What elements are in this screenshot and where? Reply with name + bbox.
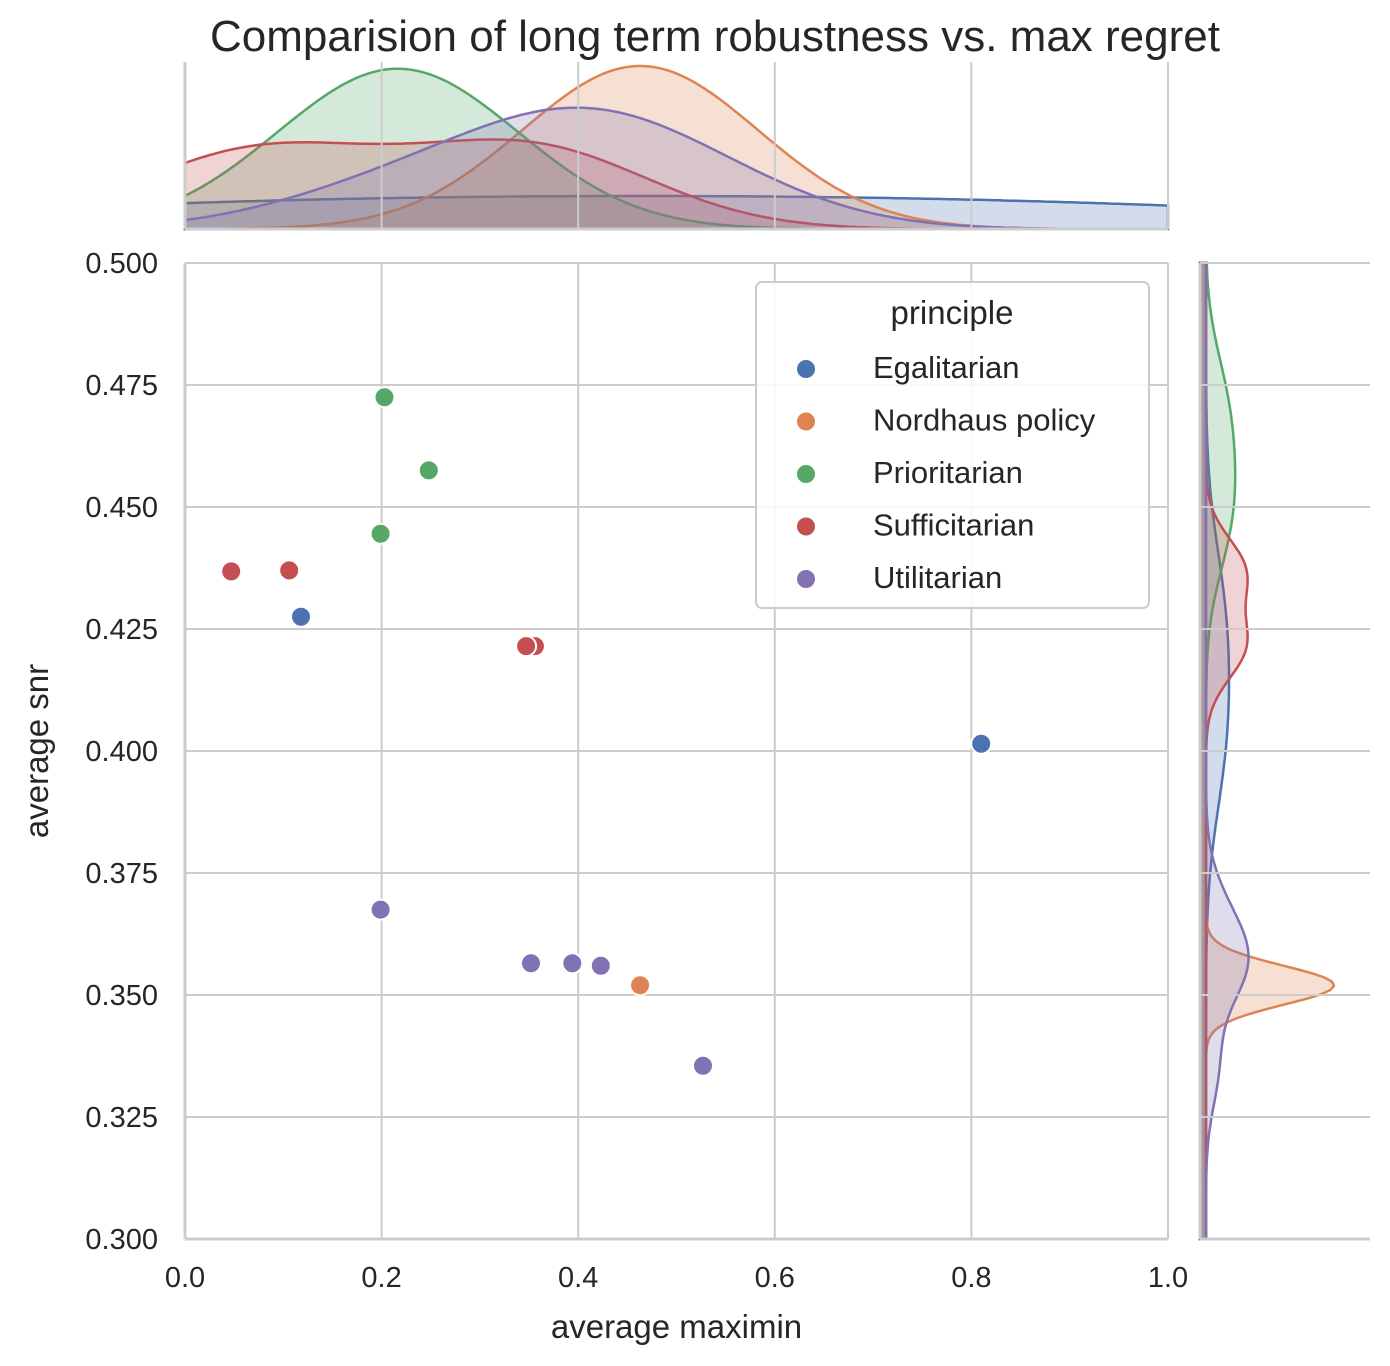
- x-tick-label: 0.4: [558, 1262, 598, 1294]
- point-egalitarian: [290, 605, 312, 628]
- main-axes: [183, 62, 1370, 1241]
- legend-title: principle: [891, 294, 1014, 331]
- main-gridlines: [184, 62, 1370, 1240]
- y-axis-label: average snr: [18, 664, 55, 838]
- point-utilitarian: [520, 952, 542, 975]
- scatter-points: [220, 386, 993, 1077]
- y-tick-label: 0.400: [85, 736, 158, 768]
- x-marginal-kde: [183, 64, 1170, 231]
- legend-box: [755, 281, 1150, 609]
- x-tick-label: 1.0: [1148, 1262, 1188, 1294]
- tick-labels: 0.0 0.2 0.4 0.6 0.8 1.0 0.300 0.325 0.350 0.375 0.…: [85, 248, 1188, 1294]
- legend-label-egalitarian: Egalitarian: [873, 350, 1019, 385]
- y-tick-label: 0.475: [85, 370, 158, 402]
- point-utilitarian: [589, 954, 612, 977]
- chart-title: Comparision of long term robustness vs. …: [210, 12, 1220, 61]
- legend-marker-sufficitarian: [795, 515, 817, 538]
- point-nordhaus-policy: [629, 974, 652, 997]
- legend-marker-egalitarian: [795, 358, 817, 380]
- point-prioritarian: [373, 386, 396, 409]
- legend-label-sufficitarian: Sufficitarian: [873, 508, 1034, 543]
- legend-marker-utilitarian: [795, 568, 817, 590]
- x-tick-label: 0.2: [361, 1262, 401, 1294]
- x-tick-label: 0.6: [755, 1262, 795, 1294]
- x-tick-label: 0.0: [165, 1262, 205, 1294]
- legend-marker-nordhaus-policy: [795, 410, 817, 433]
- point-prioritarian: [369, 522, 392, 545]
- point-utilitarian: [692, 1054, 714, 1077]
- y-tick-label: 0.375: [85, 858, 158, 890]
- point-egalitarian: [970, 732, 993, 755]
- legend-marker-prioritarian: [795, 463, 817, 485]
- point-sufficitarian: [515, 635, 538, 658]
- point-sufficitarian: [278, 559, 301, 582]
- x-tick-label: 0.8: [951, 1262, 991, 1294]
- x-axis-label: average maximin: [551, 1308, 802, 1345]
- y-tick-label: 0.425: [85, 614, 158, 646]
- y-tick-label: 0.350: [85, 980, 158, 1012]
- legend: principle Egalitarian Nordhaus policy Prior…: [755, 281, 1150, 609]
- y-tick-label: 0.300: [85, 1224, 158, 1256]
- point-utilitarian: [369, 898, 392, 921]
- point-utilitarian: [561, 952, 584, 975]
- y-tick-label: 0.500: [85, 248, 158, 280]
- point-prioritarian: [417, 459, 440, 482]
- legend-label-prioritarian: Prioritarian: [873, 455, 1023, 490]
- y-tick-label: 0.325: [85, 1102, 158, 1134]
- point-sufficitarian: [220, 560, 243, 583]
- legend-label-utilitarian: Utilitarian: [873, 560, 1002, 595]
- y-tick-label: 0.450: [85, 492, 158, 524]
- legend-label-nordhaus-policy: Nordhaus policy: [873, 403, 1096, 438]
